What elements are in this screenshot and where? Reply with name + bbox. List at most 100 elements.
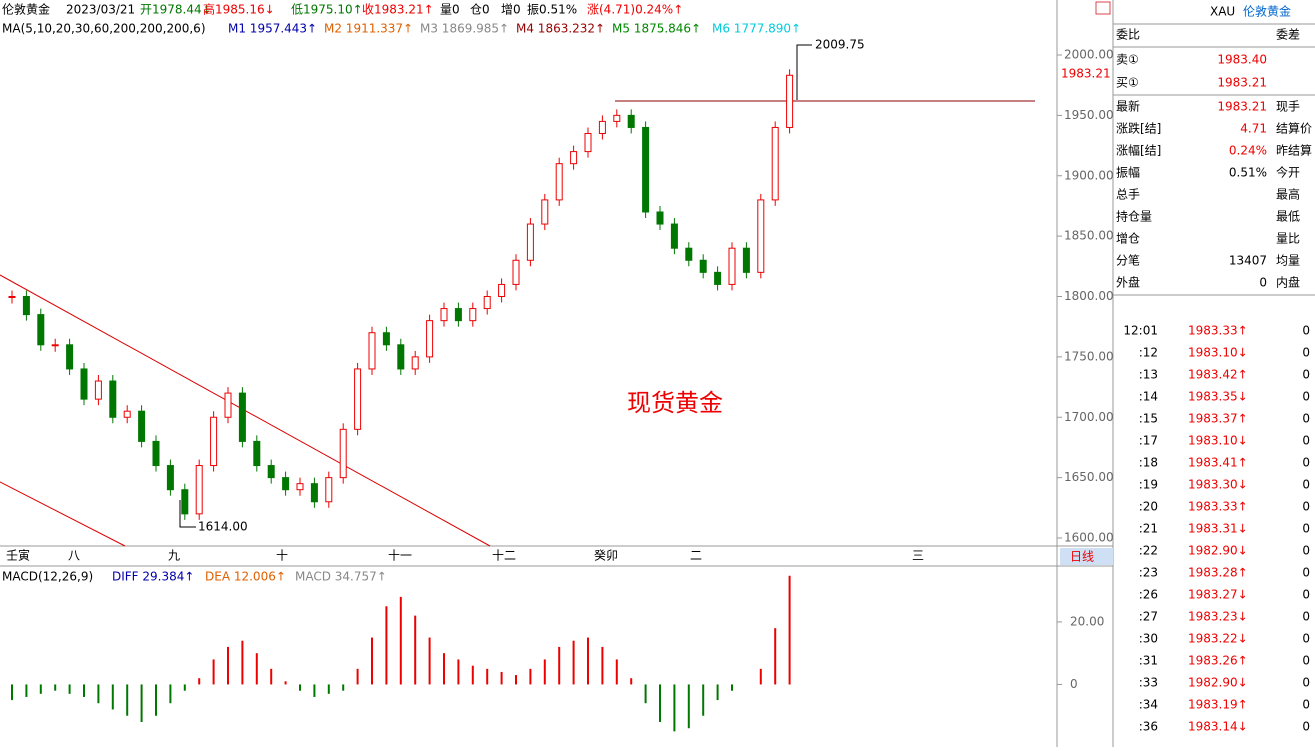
time-label: 十一 [388, 549, 412, 563]
tick-volume: 0 [1302, 698, 1310, 712]
high-label: 2009.75 [815, 38, 865, 52]
candle [94, 380, 102, 400]
candle [483, 296, 491, 310]
header-item: 量0 [440, 3, 460, 17]
value: 1983.40 [1217, 53, 1267, 67]
label: 结算价 [1276, 121, 1312, 136]
trend-line [0, 481, 126, 547]
candle [181, 489, 189, 515]
tick-time: :30 [1139, 632, 1158, 646]
candle [282, 477, 290, 491]
time-label: 十 [276, 549, 288, 563]
header-item: 增0 [501, 3, 521, 17]
tick-price: 1983.10↓ [1188, 346, 1248, 360]
candle [296, 483, 304, 491]
tick-time: :21 [1139, 522, 1158, 536]
quote-code: XAU [1210, 5, 1235, 19]
quote-name: 伦敦黄金 [1243, 4, 1291, 19]
value: 1983.21 [1217, 76, 1267, 90]
tick-price: 1983.27↓ [1188, 588, 1248, 602]
tick-volume: 0 [1302, 676, 1310, 690]
header-item: 振0.51% [527, 3, 577, 17]
tick-time: :33 [1139, 676, 1158, 690]
tick-volume: 0 [1302, 522, 1310, 536]
candle [526, 223, 534, 261]
candle [598, 120, 606, 134]
tick-time: :23 [1139, 566, 1158, 580]
label: 现手 [1276, 100, 1300, 114]
tick-volume: 0 [1302, 390, 1310, 404]
tick-price: 1983.41↑ [1188, 456, 1248, 470]
tick-time: :13 [1139, 368, 1158, 382]
tick-price: 1982.90↓ [1188, 676, 1248, 690]
tick-time: :19 [1139, 478, 1158, 492]
candle [411, 356, 419, 370]
tick-price: 1983.22↓ [1188, 632, 1248, 646]
candle [570, 151, 578, 165]
y-tick-label: 1800.00 [1064, 289, 1114, 303]
candle [397, 344, 405, 370]
time-label: 二 [690, 549, 702, 563]
candle [498, 283, 506, 297]
header-item: 涨(4.71)0.24%↑ [587, 2, 683, 17]
low-label: 1614.00 [198, 520, 248, 534]
tick-time: :12 [1139, 346, 1158, 360]
label: 增仓 [1116, 232, 1140, 246]
candle [469, 308, 477, 322]
tick-time: :18 [1139, 456, 1158, 470]
y-tick-label: 0 [1070, 677, 1078, 691]
tick-price: 1983.23↓ [1188, 610, 1248, 624]
tick-time: :31 [1139, 654, 1158, 668]
y-tick-label: 1600.00 [1064, 531, 1114, 545]
tick-price: 1983.31↓ [1188, 522, 1248, 536]
label: 内盘 [1276, 275, 1300, 290]
time-label: 九 [168, 549, 180, 563]
period-box[interactable] [1060, 548, 1113, 565]
window-button[interactable] [1095, 1, 1111, 15]
period-label: 日线 [1070, 550, 1094, 564]
candle [454, 308, 462, 322]
tick-price: 1983.28↑ [1188, 566, 1248, 580]
ma-legend: M2 1911.337↑ [324, 22, 413, 36]
ma-legend: M3 1869.985↑ [420, 22, 509, 36]
candle [8, 296, 16, 298]
candle [339, 428, 347, 479]
tick-time: :22 [1139, 544, 1158, 558]
value: 0.24% [1229, 144, 1267, 158]
candle [699, 259, 707, 273]
candle [541, 199, 549, 225]
y-tick-label: 1900.00 [1064, 168, 1114, 182]
candle [786, 74, 794, 128]
tick-time: :14 [1139, 390, 1158, 404]
tick-price: 1983.37↑ [1188, 412, 1248, 426]
high-leader [796, 44, 812, 100]
value: 0 [1259, 276, 1267, 290]
macd-legend: DEA 12.006↑ [205, 570, 286, 584]
candle [440, 308, 448, 322]
y-tick-label: 1750.00 [1064, 349, 1114, 363]
time-label: 三 [912, 549, 924, 563]
header-item: 伦敦黄金 [2, 2, 50, 17]
macd-legend: MACD 34.757↑ [295, 570, 387, 584]
tick-price: 1983.30↓ [1188, 478, 1248, 492]
tick-price: 1983.33↑ [1188, 500, 1248, 514]
tick-time: :26 [1139, 588, 1158, 602]
tick-volume: 0 [1302, 412, 1310, 426]
candle [742, 247, 750, 273]
candle [210, 416, 218, 467]
label: 量比 [1276, 232, 1300, 246]
tick-price: 1983.33↑ [1188, 324, 1248, 338]
tick-volume: 0 [1302, 544, 1310, 558]
candle [642, 126, 650, 213]
label: 委差 [1276, 28, 1300, 42]
candle [512, 259, 520, 285]
y-tick-label: 1950.00 [1064, 108, 1114, 122]
candle [37, 314, 45, 346]
tick-time: :20 [1139, 500, 1158, 514]
label: 卖① [1116, 53, 1139, 67]
label: 昨结算 [1276, 143, 1312, 158]
y-tick-label: 1700.00 [1064, 410, 1114, 424]
candle [555, 163, 563, 201]
tick-volume: 0 [1302, 456, 1310, 470]
